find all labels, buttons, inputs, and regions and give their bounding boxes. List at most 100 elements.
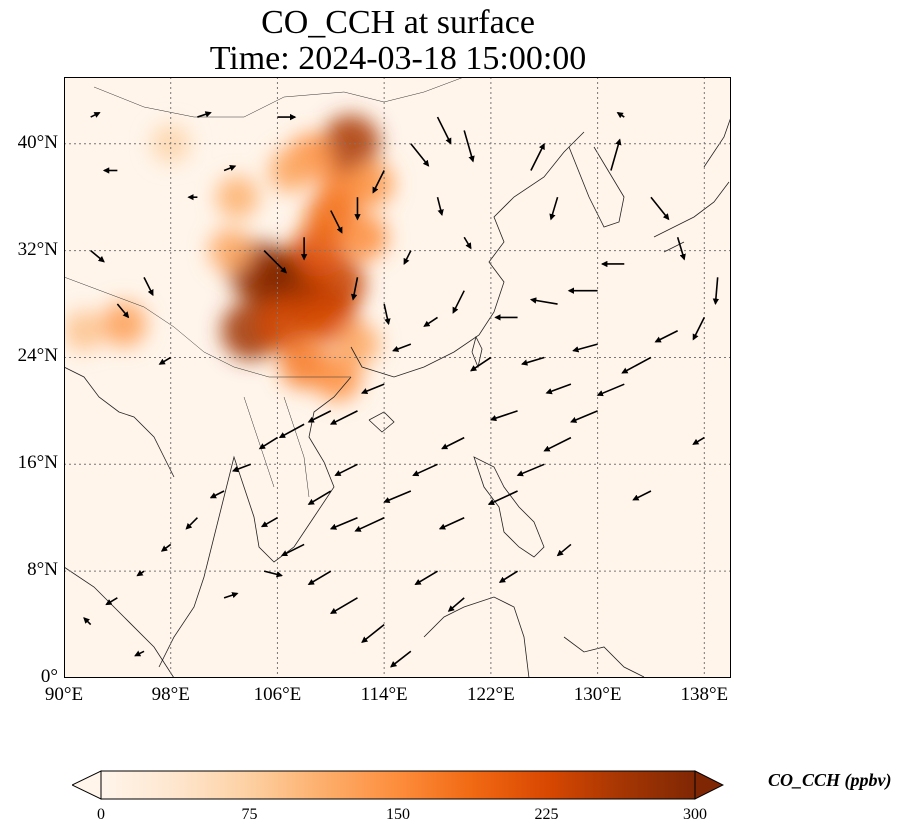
wind-arrow [390,650,412,668]
wind-arrow [280,543,305,557]
wind-arrow [185,517,198,530]
co-plume-cell [256,296,312,352]
map-panel [64,77,731,678]
wind-arrow [570,410,598,423]
wind-arrow [414,570,438,586]
wind-arrow [529,297,558,305]
wind-arrow [650,196,670,221]
co-plume-cell [64,310,105,352]
wind-arrow [545,383,572,395]
wind-arrow [209,490,225,499]
wind-arrow [223,165,237,172]
wind-arrow [487,490,518,505]
wind-arrow [632,490,652,501]
lon-tick-label: 130°E [573,684,622,705]
wind-arrow [676,237,686,261]
wind-arrow [361,623,385,643]
wind-arrow [329,516,358,530]
co-plume-cell [313,354,361,401]
map-canvas [64,77,731,678]
colorbar-extend-high [694,770,724,800]
colorbar-tick-label: 225 [534,806,559,823]
wind-arrow [105,597,118,606]
wind-arrow [616,111,625,119]
wind-arrow [463,236,472,250]
wind-arrow [307,570,332,586]
wind-arrow [470,356,492,372]
map-border [64,77,731,678]
wind-arrow [329,597,358,614]
wind-arrow [498,570,518,583]
wind-arrow [278,423,305,439]
wind-arrow [360,383,385,395]
wind-arrow [372,170,385,194]
wind-arrow [463,130,475,163]
co-plume-cell [347,160,394,207]
wind-arrow [83,617,92,626]
map-title: CO_CCH at surface [261,4,535,41]
wind-arrow [134,650,145,657]
colorbar-tick-label: 75 [241,806,258,823]
wind-arrow [436,197,444,217]
colorbar-tick-label: 150 [386,806,410,823]
lon-tick-label: 98°E [151,684,190,705]
wind-arrow [90,111,101,118]
wind-arrow [549,196,559,221]
wind-arrow [263,250,288,274]
map-background [64,77,731,678]
colorbar-tick-label: 0 [97,806,105,823]
lat-tick-label: 40°N [17,131,58,153]
wind-arrow [441,436,465,450]
co-plume-cell [335,322,380,367]
colorbar-tick-label: 300 [683,806,707,823]
wind-arrow [160,543,172,552]
lon-tick-label: 138°E [680,684,729,705]
wind-arrow [412,463,438,477]
colorbar-gradient [100,770,696,800]
co-plume-cell [101,301,147,347]
wind-arrow [90,250,105,263]
wind-arrow [307,410,332,423]
wind-arrow [197,111,212,118]
colorbar-extend-low [72,770,102,800]
wind-arrow [447,597,465,612]
wind-arrow [423,316,438,327]
co-plume-cell [268,148,313,193]
wind-arrow [383,490,412,504]
country-borders [64,77,465,498]
wind-arrow [610,138,622,171]
wind-arrow [231,463,252,473]
wind-arrow [350,277,359,301]
wind-vectors [83,111,720,668]
colorbar [72,770,724,800]
colorbar-label: CO_CCH (ppbv) [768,770,892,790]
wind-arrow [354,517,385,532]
lat-tick-label: 24°N [17,345,58,367]
lon-tick-label: 122°E [467,684,515,705]
wind-arrow [712,277,720,306]
wind-arrow [621,356,652,374]
wind-arrow [438,517,465,530]
wind-arrow [543,436,572,452]
wind-arrow [530,142,545,171]
wind-arrow [158,356,172,365]
wind-arrow [654,330,678,343]
lat-tick-label: 0° [40,666,58,687]
co-plume-cell [340,213,388,261]
wind-arrow [572,343,598,353]
wind-arrow [556,543,572,557]
wind-arrow [330,210,343,234]
coastlines [64,116,731,678]
map-subtitle-time: Time: 2024-03-18 15:00:00 [209,40,587,77]
lon-tick-label: 90°E [44,684,84,705]
wind-arrow [692,317,706,341]
wind-arrow [223,592,239,599]
wind-arrow [489,410,518,422]
lon-tick-label: 114°E [360,684,408,705]
wind-arrow [403,250,412,265]
lat-tick-label: 8°N [27,559,58,581]
wind-arrow [116,303,130,319]
wind-arrow [334,463,358,477]
wind-arrow [258,436,278,450]
wind-arrow [143,276,154,297]
